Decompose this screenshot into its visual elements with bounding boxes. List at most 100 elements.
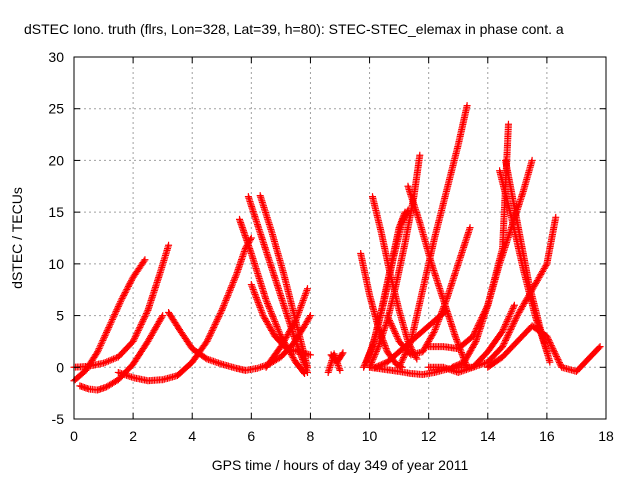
data-point-marker (304, 316, 312, 324)
data-point-marker (336, 366, 344, 374)
data-point-marker (142, 311, 150, 319)
data-point-marker (398, 357, 406, 365)
data-point-marker (431, 327, 439, 335)
data-point-marker (220, 300, 228, 308)
data-point-marker (159, 312, 167, 320)
data-point-marker (263, 298, 271, 306)
data-point-marker (220, 301, 228, 309)
data-point-marker (295, 307, 303, 315)
data-point-marker (268, 326, 276, 334)
data-point-marker (218, 306, 226, 314)
data-point-marker (249, 284, 257, 292)
data-point-marker (397, 360, 405, 368)
data-point-marker (399, 217, 407, 225)
data-point-marker (109, 314, 117, 322)
satellite-pass-series (327, 349, 347, 366)
data-point-marker (268, 328, 276, 336)
satellite-pass-series (448, 156, 536, 371)
data-point-marker (224, 292, 232, 300)
data-point-marker (507, 326, 515, 334)
data-point-marker (213, 317, 221, 325)
data-point-marker (468, 345, 476, 353)
data-point-marker (100, 335, 108, 343)
data-point-marker (112, 307, 120, 315)
data-point-marker (96, 343, 104, 351)
y-tick-label: 10 (48, 256, 64, 272)
grid (74, 57, 606, 419)
data-point-marker (383, 312, 391, 320)
data-point-marker (373, 346, 381, 354)
data-point-marker (401, 350, 409, 358)
data-point-marker (510, 318, 518, 326)
data-point-marker (140, 314, 148, 322)
data-point-marker (268, 311, 276, 319)
data-point-marker (466, 224, 474, 232)
data-point-marker (420, 346, 428, 354)
satellite-pass-series (114, 234, 255, 385)
data-point-marker (104, 357, 112, 365)
data-point-marker (372, 349, 380, 357)
data-point-marker (265, 322, 273, 330)
data-point-marker (250, 289, 258, 297)
data-point-marker (386, 316, 394, 324)
plot-frame (73, 56, 607, 420)
data-point-marker (267, 308, 275, 316)
data-point-marker (297, 302, 305, 310)
data-point-marker (544, 334, 552, 342)
data-point-marker (469, 342, 477, 350)
data-point-marker (413, 355, 421, 363)
data-point-marker (507, 309, 515, 317)
data-point-marker (392, 331, 400, 339)
data-point-marker (546, 338, 554, 346)
data-point-marker (272, 319, 280, 327)
data-point-marker (429, 330, 437, 338)
data-point-marker (302, 288, 310, 296)
data-point-marker (502, 321, 510, 329)
data-point-marker (131, 334, 139, 342)
data-point-marker (114, 303, 122, 311)
y-tick-label: 5 (56, 308, 64, 324)
data-point-marker (256, 303, 264, 311)
data-point-marker (255, 300, 263, 308)
data-point-marker (402, 349, 410, 357)
data-point-marker (549, 345, 557, 353)
data-point-marker (267, 325, 275, 333)
data-point-marker (94, 348, 102, 356)
data-point-marker (293, 313, 301, 321)
data-point-marker (419, 348, 427, 356)
data-points (70, 102, 604, 394)
data-point-marker (391, 329, 399, 337)
data-point-marker (555, 359, 563, 367)
data-point-marker (120, 290, 128, 298)
data-point-marker (212, 319, 220, 327)
data-point-marker (405, 342, 413, 350)
data-point-marker (204, 336, 212, 344)
data-point-marker (262, 296, 270, 304)
y-tick-label: 20 (48, 152, 64, 168)
data-point-marker (302, 319, 310, 327)
data-point-marker (128, 276, 136, 284)
data-point-marker (269, 313, 277, 321)
data-point-marker (140, 257, 148, 265)
data-point-marker (124, 284, 132, 292)
data-point-marker (122, 287, 130, 295)
data-point-marker (111, 354, 119, 362)
y-tick-label: -5 (52, 411, 65, 427)
axis-ticks: 0 2 4 6 8 10 12 14 16 18 -5 0 5 10 15 20 25 30 (48, 49, 614, 444)
data-point-marker (229, 278, 237, 286)
chart-title: dSTEC Iono. truth (flrs, Lon=328, Lat=39… (24, 21, 564, 37)
data-point-marker (142, 310, 150, 318)
data-point-marker (207, 330, 215, 338)
data-point-marker (257, 305, 265, 313)
y-axis-label: dSTEC / TECUs (9, 187, 25, 289)
data-point-marker (596, 343, 604, 351)
data-point-marker (254, 299, 262, 307)
data-point-marker (300, 293, 308, 301)
x-tick-label: 8 (307, 428, 315, 444)
data-point-marker (292, 315, 300, 323)
data-point-marker (210, 323, 218, 331)
data-point-marker (395, 363, 403, 371)
data-point-marker (360, 363, 368, 371)
data-point-marker (503, 317, 511, 325)
data-point-marker (501, 322, 509, 330)
